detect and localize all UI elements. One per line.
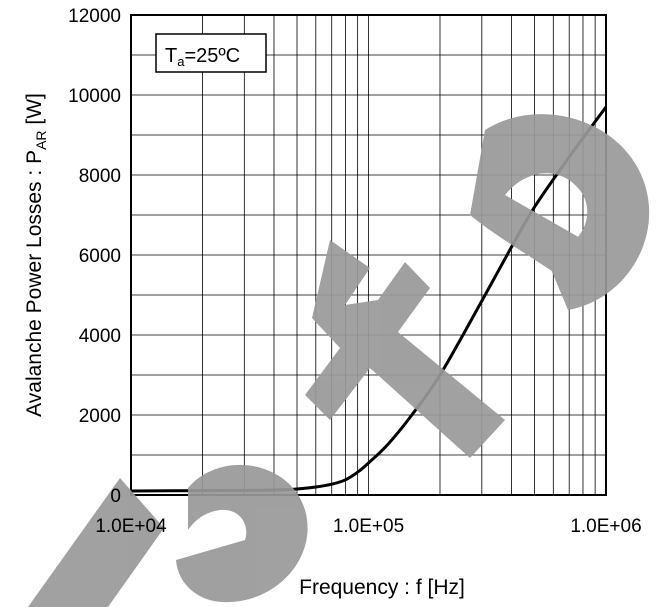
annotation-frame [155,33,267,73]
y-tick-label: 10000 [68,86,121,107]
tick-labels: 1.0E+04 1.0E+05 1.0E+06 0 2000 4000 6000 8000 10… [68,6,642,537]
y-tick-label: 6000 [79,246,121,267]
y-tick-label: 0 [110,486,121,507]
y-axis-label: Avalanche Power Losses : PAR [W] [23,93,49,417]
x-tick-label: 1.0E+05 [333,516,404,537]
y-tick-label: 12000 [68,6,121,27]
x-tick-label: 1.0E+06 [570,516,641,537]
watermark-letter-e1 [176,464,308,603]
watermark-letter-e2 [470,114,650,311]
y-tick-label: 2000 [79,406,121,427]
watermark-delete [28,114,650,607]
annotation-box: Ta=25ºC [155,33,267,73]
watermark-letter-l [28,478,164,607]
x-axis-label: Frequency : f [Hz] [299,576,465,599]
y-tick-label: 8000 [79,166,121,187]
watermark-letter-t [305,240,505,458]
x-tick-label: 1.0E+04 [95,516,167,537]
annotation-text: Ta=25ºC [165,45,240,69]
y-tick-label: 4000 [79,326,121,347]
